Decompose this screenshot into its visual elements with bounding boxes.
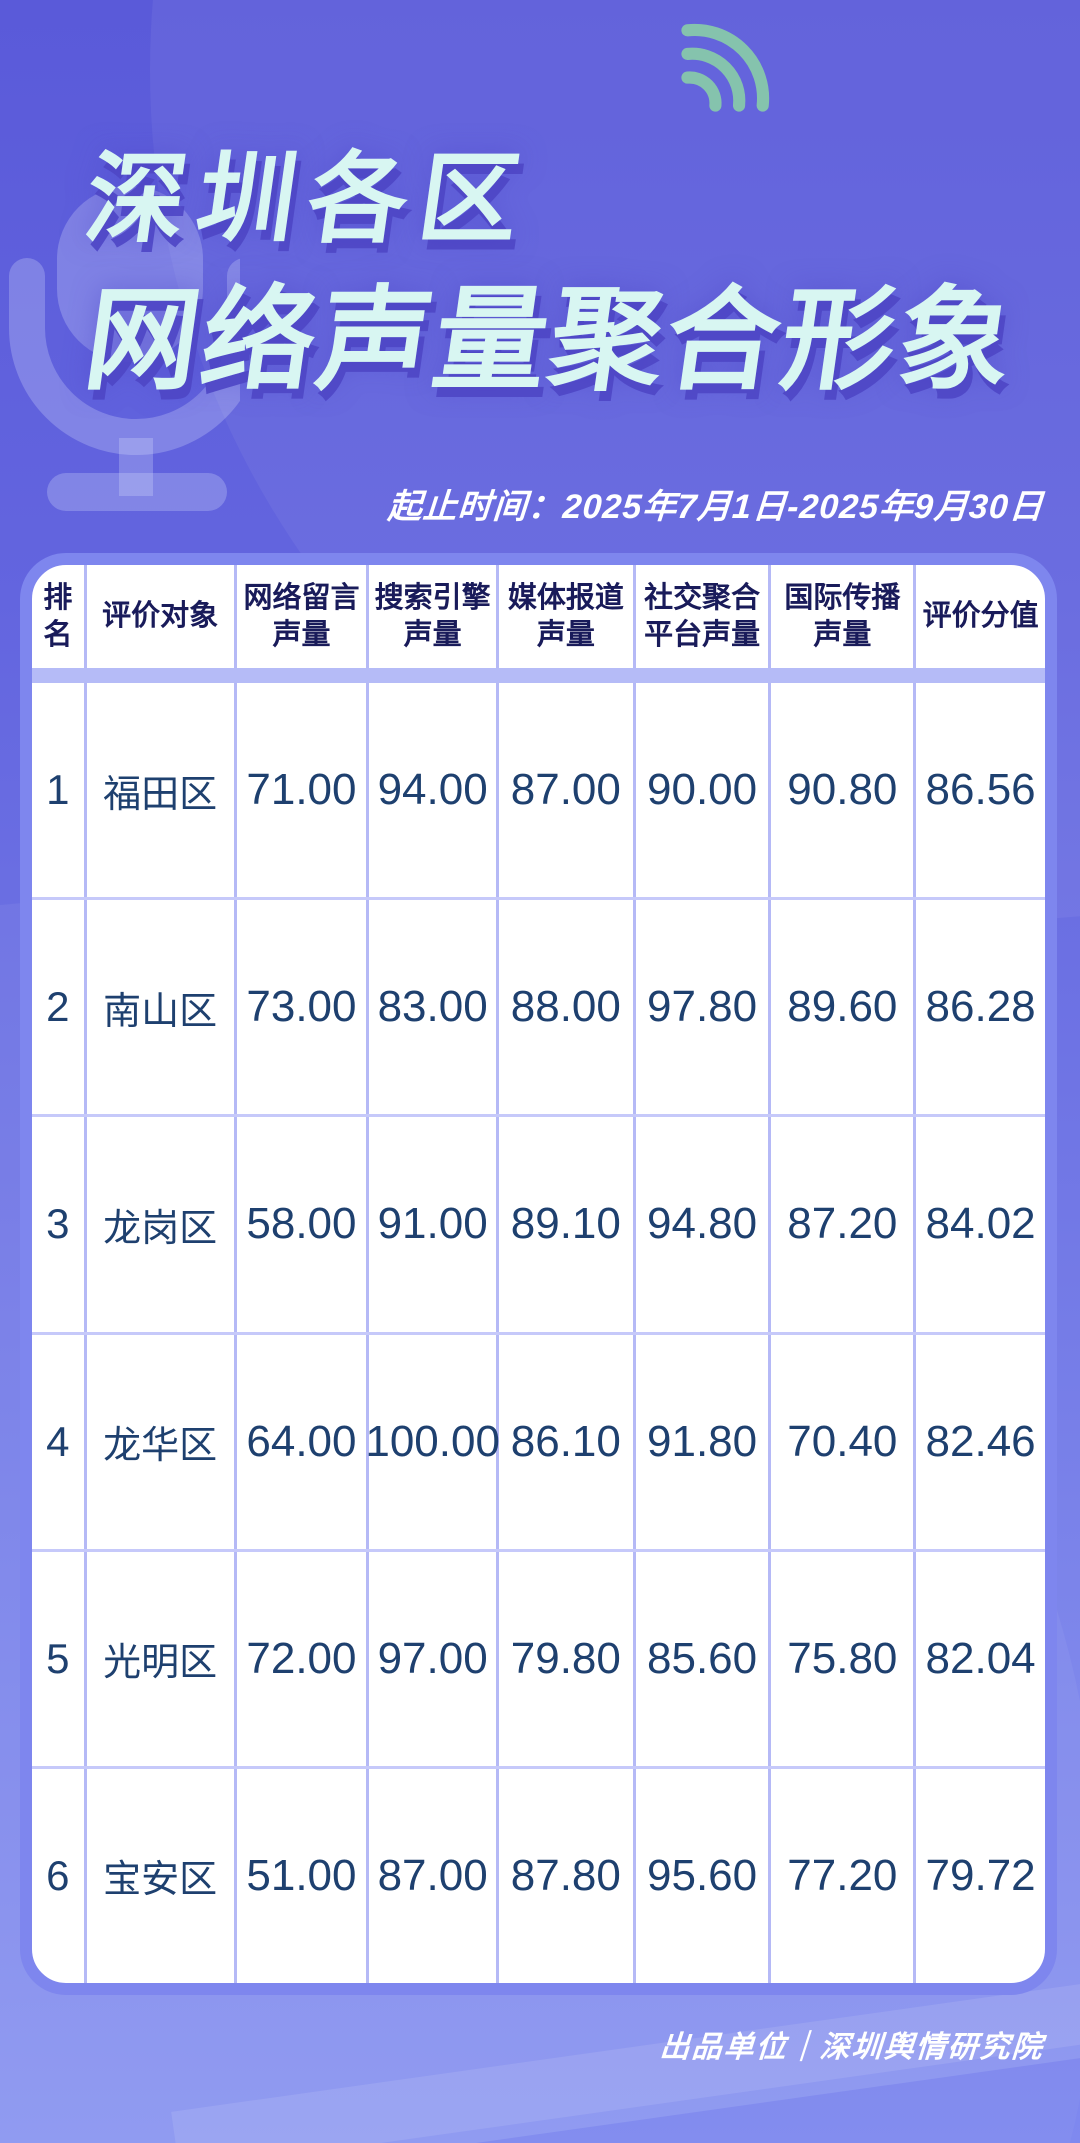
district-cell: 福田区 bbox=[87, 683, 237, 898]
value-cell: 71.00 bbox=[237, 683, 370, 898]
district-cell: 龙华区 bbox=[87, 1334, 237, 1549]
table-row: 3 龙岗区 58.00 91.00 89.10 94.80 87.20 84.02 bbox=[32, 1114, 1045, 1332]
value-cell: 84.02 bbox=[925, 1199, 1036, 1249]
column-header-2: 网络留言 声量 bbox=[237, 565, 370, 668]
district-cell: 宝安区 bbox=[87, 1768, 237, 1983]
value-cell: 89.10 bbox=[499, 1117, 636, 1332]
value-cell: 94.80 bbox=[636, 1117, 772, 1332]
rank-cell: 4 bbox=[32, 1334, 87, 1549]
rank-cell: 5 bbox=[32, 1551, 87, 1766]
sound-wave-icon bbox=[681, 23, 770, 112]
value-cell: 73.00 bbox=[237, 900, 370, 1115]
value-cell: 87.20 bbox=[771, 1117, 917, 1332]
value-cell: 86.56 bbox=[925, 765, 1036, 815]
value-cell: 87.00 bbox=[499, 683, 636, 898]
column-header-3: 搜索引擎 声量 bbox=[369, 565, 499, 668]
district-cell: 南山区 bbox=[87, 900, 237, 1115]
value-cell: 86.10 bbox=[499, 1334, 636, 1549]
value-cell: 91.00 bbox=[369, 1117, 499, 1332]
value-cell: 88.00 bbox=[499, 900, 636, 1115]
data-table-card: 排名 评价对象 网络留言 声量 搜索引擎 声量 媒体报道 声量 社交聚合 平台声量 国际传播… bbox=[20, 553, 1057, 1995]
value-cell: 100.00 bbox=[365, 1334, 500, 1549]
value-cell: 82.04 bbox=[925, 1633, 1036, 1683]
value-cell: 58.00 bbox=[237, 1117, 370, 1332]
table-header-row: 排名 评价对象 网络留言 声量 搜索引擎 声量 媒体报道 声量 社交聚合 平台声量 国际传播… bbox=[32, 565, 1045, 668]
value-cell: 87.80 bbox=[499, 1768, 636, 1983]
value-cell: 82.46 bbox=[925, 1416, 1036, 1466]
value-cell: 83.00 bbox=[369, 900, 499, 1115]
value-cell: 97.00 bbox=[369, 1551, 499, 1766]
poster-title-line1: 深圳各区 bbox=[79, 143, 539, 254]
table-row: 1 福田区 71.00 94.00 87.00 90.00 90.80 86.56 bbox=[32, 683, 1045, 898]
value-cell: 95.60 bbox=[636, 1768, 772, 1983]
district-cell: 龙岗区 bbox=[87, 1117, 237, 1332]
table-row: 2 南山区 73.00 83.00 88.00 97.80 89.60 86.28 bbox=[32, 897, 1045, 1115]
table-row: 5 光明区 72.00 97.00 79.80 85.60 75.80 82.04 bbox=[32, 1548, 1045, 1766]
table-row: 4 龙华区 64.00 100.00 86.10 91.80 70.40 82.46 bbox=[32, 1331, 1045, 1549]
value-cell: 89.60 bbox=[771, 900, 917, 1115]
value-cell: 70.40 bbox=[771, 1334, 917, 1549]
value-cell: 77.20 bbox=[771, 1768, 917, 1983]
value-cell: 97.80 bbox=[636, 900, 772, 1115]
microphone-icon bbox=[8, 186, 240, 511]
column-header-1: 评价对象 bbox=[87, 565, 237, 668]
rank-cell: 2 bbox=[32, 900, 87, 1115]
value-cell: 94.00 bbox=[369, 683, 499, 898]
value-cell: 79.80 bbox=[499, 1551, 636, 1766]
credit-label: 出品单位｜深圳舆情研究院 bbox=[658, 2031, 1045, 2064]
period-label: 起止时间：2025年7月1日-2025年9月30日 bbox=[386, 488, 1046, 526]
district-cell: 光明区 bbox=[87, 1551, 237, 1766]
column-header-7: 评价分值 bbox=[922, 600, 1039, 633]
column-header-6: 国际传播 声量 bbox=[771, 565, 917, 668]
table-body: 1 福田区 71.00 94.00 87.00 90.00 90.80 86.56 2 南山区 73… bbox=[32, 683, 1045, 1983]
value-cell: 90.80 bbox=[771, 683, 917, 898]
value-cell: 51.00 bbox=[237, 1768, 370, 1983]
value-cell: 79.72 bbox=[925, 1850, 1036, 1900]
value-cell: 90.00 bbox=[636, 683, 772, 898]
rank-cell: 6 bbox=[32, 1768, 87, 1983]
rank-cell: 1 bbox=[32, 683, 87, 898]
column-header-5: 社交聚合 平台声量 bbox=[636, 565, 772, 668]
table-header-divider bbox=[32, 668, 1045, 683]
value-cell: 85.60 bbox=[636, 1551, 772, 1766]
value-cell: 72.00 bbox=[237, 1551, 370, 1766]
value-cell: 87.00 bbox=[369, 1768, 499, 1983]
table-row: 6 宝安区 51.00 87.00 87.80 95.60 77.20 79.72 bbox=[32, 1765, 1045, 1983]
rank-cell: 3 bbox=[32, 1117, 87, 1332]
value-cell: 75.80 bbox=[771, 1551, 917, 1766]
value-cell: 91.80 bbox=[636, 1334, 772, 1549]
value-cell: 86.28 bbox=[925, 982, 1036, 1032]
column-header-0: 排名 bbox=[32, 565, 87, 668]
poster-title-line2: 网络声量聚合形象 bbox=[77, 277, 1024, 403]
value-cell: 64.00 bbox=[237, 1334, 370, 1549]
column-header-4: 媒体报道 声量 bbox=[499, 565, 636, 668]
